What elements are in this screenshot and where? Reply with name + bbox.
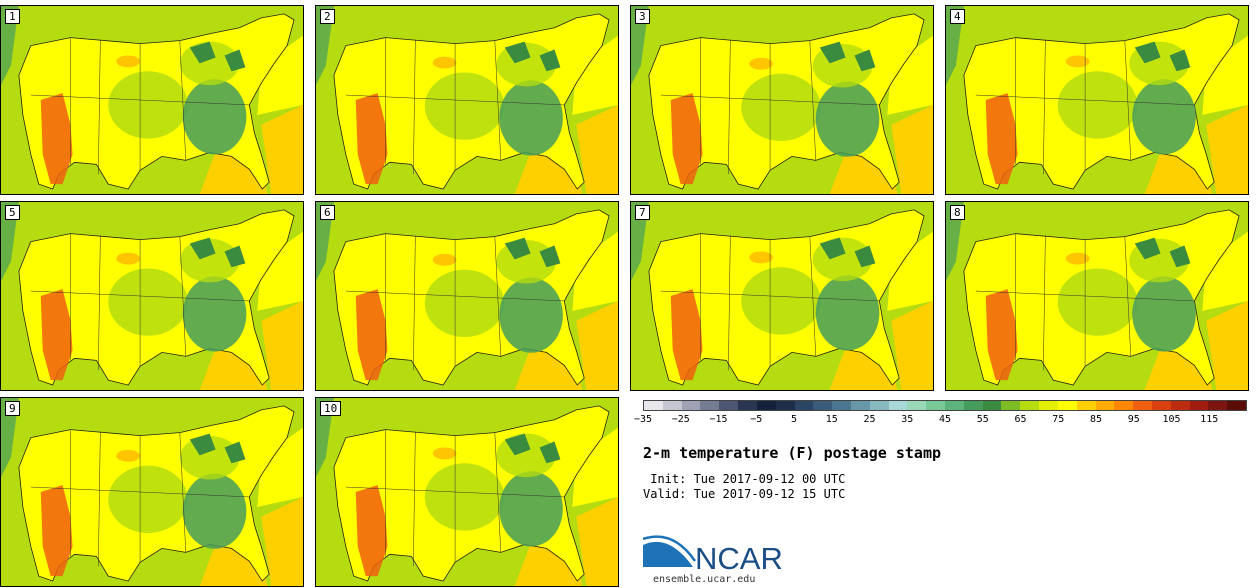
init-time: Init: Tue 2017-09-12 00 UTC (643, 472, 846, 486)
ncar-logo-swoosh-icon (643, 541, 693, 567)
colorbar-swatch (1057, 401, 1077, 410)
member-number: 2 (320, 9, 335, 24)
temperature-map (631, 6, 933, 194)
colorbar-swatch (794, 401, 814, 410)
colorbar-swatch (1095, 401, 1115, 410)
colorbar-swatch (832, 401, 851, 410)
member-panel-4: 4 (945, 5, 1249, 195)
colorbar-tick-label: 55 (976, 414, 989, 425)
colorbar-swatch (719, 401, 739, 410)
temperature-map (946, 202, 1248, 390)
colorbar-tick-label: −5 (750, 414, 763, 425)
member-panel-6: 6 (315, 201, 619, 391)
member-panel-1: 1 (0, 5, 304, 195)
colorbar-swatch (662, 401, 682, 410)
temperature-map (1, 6, 303, 194)
member-panel-3: 3 (630, 5, 934, 195)
colorbar-tick-label: 45 (938, 414, 952, 425)
member-panel-8: 8 (945, 201, 1249, 391)
member-panel-10: 10 (315, 397, 619, 587)
colorbar-swatch (813, 401, 833, 410)
colorbar-tick-label: 15 (825, 414, 838, 425)
colorbar-swatch (963, 401, 983, 410)
member-panel-2: 2 (315, 5, 619, 195)
member-panel-5: 5 (0, 201, 304, 391)
colorbar-tick-label: 105 (1162, 414, 1181, 425)
temperature-map (316, 398, 618, 586)
colorbar-swatch (1208, 401, 1228, 410)
colorbar-tick-label: −15 (709, 414, 728, 425)
colorbar-tick-label: −35 (633, 414, 653, 425)
member-number: 9 (5, 401, 20, 416)
colorbar-tick-label: 95 (1127, 414, 1140, 425)
temperature-map (316, 202, 618, 390)
colorbar-swatch (869, 401, 889, 410)
colorbar-swatch (1170, 401, 1190, 410)
temperature-map (946, 6, 1248, 194)
colorbar-tick-label: 115 (1200, 414, 1219, 425)
colorbar-tick-label: −25 (671, 414, 690, 425)
colorbar-swatch (1151, 401, 1171, 410)
colorbar-swatch (1039, 401, 1058, 410)
colorbar-tick-label: 35 (901, 414, 914, 425)
valid-time: Valid: Tue 2017-09-12 15 UTC (643, 487, 846, 501)
member-number: 10 (320, 401, 342, 416)
colorbar-swatch (850, 401, 870, 410)
temperature-map (1, 398, 303, 586)
colorbar-ticks: −35 −25 −15 −5 5 15 25 35 45 55 65 75 85 95 105 115 (634, 414, 1247, 428)
colorbar-swatch (756, 401, 776, 410)
colorbar-swatch (1020, 401, 1040, 410)
colorbar-swatch (738, 401, 757, 410)
colorbar-tick-label: 65 (1014, 414, 1027, 425)
colorbar-swatch (926, 401, 945, 410)
colorbar-swatch (907, 401, 927, 410)
colorbar (643, 400, 1247, 411)
colorbar-swatch (1133, 401, 1152, 410)
member-panel-7: 7 (630, 201, 934, 391)
ncar-logo: NCAR (642, 531, 803, 576)
colorbar-swatch (775, 401, 795, 410)
member-number: 1 (5, 9, 20, 24)
member-panel-9: 9 (0, 397, 304, 587)
colorbar-swatch (1001, 401, 1021, 410)
colorbar-swatch (1114, 401, 1134, 410)
colorbar-swatch (888, 401, 908, 410)
member-number: 5 (5, 205, 20, 220)
member-number: 7 (635, 205, 650, 220)
temperature-map (1, 202, 303, 390)
member-number: 4 (950, 9, 965, 24)
colorbar-swatch (681, 401, 701, 410)
colorbar-swatch (1227, 401, 1246, 410)
ncar-logo-text: NCAR (695, 541, 783, 575)
colorbar-swatch (982, 401, 1002, 410)
colorbar-swatch (1076, 401, 1096, 410)
colorbar-swatch (644, 401, 663, 410)
product-title: 2-m temperature (F) postage stamp (643, 444, 942, 462)
colorbar-tick-label: 75 (1052, 414, 1065, 425)
colorbar-tick-label: 5 (790, 414, 798, 425)
temperature-map (316, 6, 618, 194)
colorbar-swatch (1189, 401, 1209, 410)
colorbar-swatch (945, 401, 964, 410)
temperature-map (631, 202, 933, 390)
colorbar-tick-label: 25 (863, 414, 876, 425)
member-number: 8 (950, 205, 965, 220)
member-number: 3 (635, 9, 650, 24)
member-number: 6 (320, 205, 335, 220)
site-url: ensemble.ucar.edu (653, 574, 756, 585)
colorbar-tick-label: 85 (1089, 414, 1103, 425)
colorbar-swatch (700, 401, 720, 410)
